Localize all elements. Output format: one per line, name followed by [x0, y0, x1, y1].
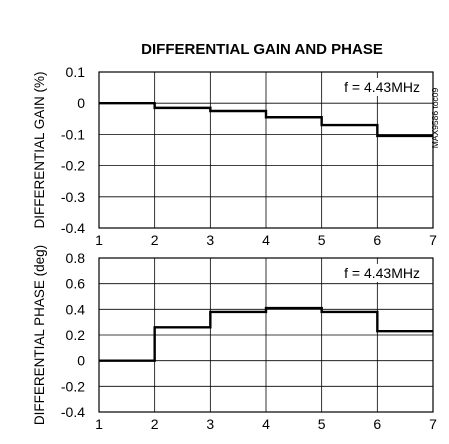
panel-1-y-tick-label: 0.1	[66, 64, 86, 80]
panel-1-x-tick-label: 3	[206, 232, 214, 248]
panel-1-y-tick-label: -0.1	[61, 126, 85, 142]
panel-2-x-tick-label: 5	[318, 416, 326, 432]
panel-1-x-tick-label: 2	[151, 232, 159, 248]
panel-2-x-tick-label: 3	[206, 416, 214, 432]
panel-2-annotation-bg	[333, 264, 422, 282]
panel-2-annotation: f = 4.43MHz	[344, 265, 420, 281]
panel-1-y-tick-label: 0	[77, 95, 85, 111]
panel-1-y-tick-label: -0.3	[61, 189, 85, 205]
panel-1-y-tick-label: -0.4	[61, 220, 85, 236]
chart-title: DIFFERENTIAL GAIN AND PHASE	[141, 41, 383, 58]
panel-2-y-tick-label: 0	[77, 353, 85, 369]
panel-1-annotation-bg	[333, 78, 422, 96]
panel-2-y-tick-label: 0.6	[66, 276, 86, 292]
panel-2-x-tick-label: 7	[429, 416, 437, 432]
panel-1-x-tick-label: 4	[262, 232, 270, 248]
panel-2-y-axis-label: DIFFERENTIAL PHASE (deg)	[32, 245, 47, 425]
panel-1-annotation: f = 4.43MHz	[344, 79, 420, 95]
panel-1-y-tick-label: -0.2	[61, 158, 85, 174]
panel-2-x-tick-label: 1	[95, 416, 103, 432]
panel-2-y-tick-label: 0.4	[66, 301, 86, 317]
panel-2-y-tick-label: -0.4	[61, 404, 85, 420]
panel-1-x-tick-label: 6	[373, 232, 381, 248]
panel-2-x-tick-label: 6	[373, 416, 381, 432]
panel-1-y-axis-label: DIFFERENTIAL GAIN (%)	[32, 71, 47, 228]
panel-2-series-line	[99, 306, 433, 362]
panel-1-series-line	[99, 102, 433, 138]
panel-1-x-tick-label: 1	[95, 232, 103, 248]
panel-2-y-tick-label: 0.2	[66, 327, 86, 343]
panel-2-x-tick-label: 4	[262, 416, 270, 432]
panel-1-x-tick-label: 7	[429, 232, 437, 248]
panel-2-plot-frame	[98, 257, 434, 413]
panel-1-x-tick-label: 5	[318, 232, 326, 248]
panel-2-y-tick-label: -0.2	[61, 378, 85, 394]
panel-2-x-tick-label: 2	[151, 416, 159, 432]
figure-code: MAX9586 toc09	[430, 87, 440, 148]
panel-1-plot-frame	[98, 71, 434, 229]
panel-2-y-tick-label: 0.8	[66, 250, 86, 266]
